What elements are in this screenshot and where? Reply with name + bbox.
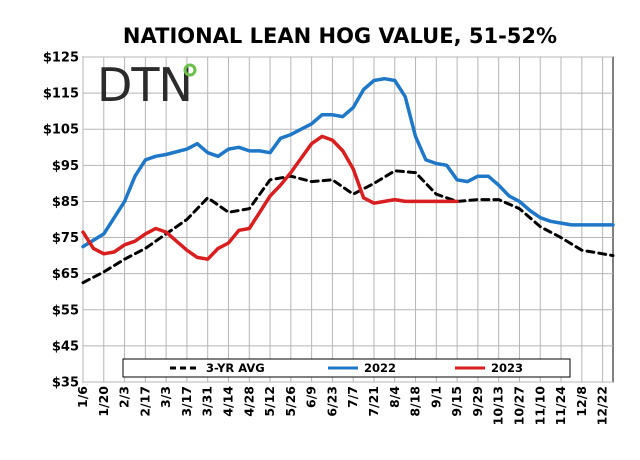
x-tick-label: 6/9	[304, 386, 319, 408]
x-tick-label: 2/17	[137, 386, 152, 417]
x-tick-label: 2/3	[117, 386, 132, 408]
y-tick-label: $95	[52, 159, 79, 174]
x-tick-label: 12/8	[574, 386, 589, 417]
legend-label-2022: 2022	[364, 361, 396, 375]
legend-label-2023: 2023	[491, 361, 523, 375]
x-tick-label: 9/15	[449, 386, 464, 417]
x-tick-label: 7/7	[345, 386, 360, 408]
y-tick-label: $115	[43, 87, 79, 102]
x-tick-label: 8/18	[408, 386, 423, 417]
y-tick-label: $35	[52, 376, 79, 391]
series-line-avg	[81, 169, 615, 285]
legend: 3-YR AVG 2022 2023	[122, 358, 571, 378]
dtn-logo-dot	[183, 63, 197, 77]
y-tick-label: $65	[52, 267, 79, 282]
y-tick-label: $45	[52, 339, 79, 354]
x-tick-label: 5/12	[262, 386, 277, 417]
x-tick-label: 1/20	[96, 386, 111, 417]
x-tick-label: 7/21	[366, 386, 381, 417]
x-tick-label: 9/1	[428, 386, 443, 408]
x-tick-label: 10/13	[491, 386, 506, 425]
y-tick-label: $75	[52, 231, 79, 246]
y-tick-label: $105	[43, 123, 79, 138]
x-tick-label: 12/22	[595, 386, 610, 425]
x-tick-label: 3/31	[200, 386, 215, 417]
x-tick-label: 9/29	[470, 386, 485, 417]
series-line-2022	[81, 76, 615, 249]
x-tick-label: 6/23	[324, 386, 339, 417]
x-tick-label: 3/3	[158, 386, 173, 408]
x-tick-label: 4/14	[220, 386, 235, 417]
x-tick-label: 1/6	[75, 386, 90, 408]
series-lines	[81, 76, 615, 285]
x-axis-ticks: 1/6 1/20 2/3 2/17 3/3 3/17 3/31 4/14 4/28 5/12 5/2…	[75, 386, 610, 426]
series-line-2023	[81, 134, 459, 261]
x-tick-label: 11/10	[532, 386, 547, 426]
y-tick-label: $55	[52, 303, 79, 318]
dtn-logo-text: DTN	[97, 58, 192, 112]
x-tick-label: 11/24	[553, 386, 568, 426]
x-tick-label: 8/4	[387, 386, 402, 408]
x-tick-label: 10/27	[511, 386, 526, 425]
x-tick-label: 5/26	[283, 386, 298, 417]
x-tick-label: 3/17	[179, 386, 194, 417]
y-axis-ticks: $125 $115 $105 $95 $85 $75 $65 $55 $45 $35	[43, 51, 79, 391]
dtn-logo: DTN	[97, 58, 197, 112]
y-tick-label: $125	[43, 51, 79, 66]
x-tick-label: 4/28	[241, 386, 256, 417]
chart-title: NATIONAL LEAN HOG VALUE, 51-52%	[123, 24, 557, 48]
legend-label-avg: 3-YR AVG	[206, 361, 265, 375]
y-tick-label: $85	[52, 195, 79, 210]
